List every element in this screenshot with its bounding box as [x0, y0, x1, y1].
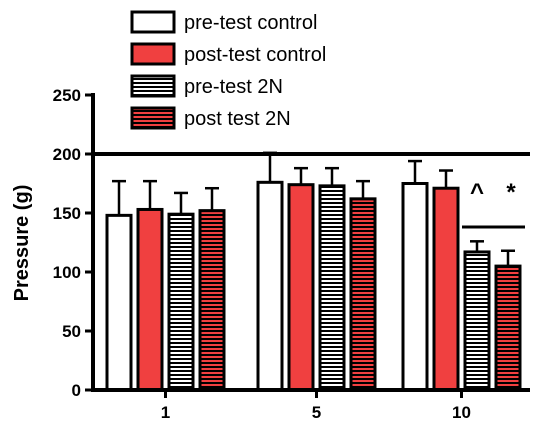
- y-tick-label: 0: [72, 381, 81, 400]
- x-tick-label: 10: [452, 403, 471, 422]
- y-tick-label: 200: [53, 145, 81, 164]
- legend-label: pre-test control: [184, 12, 317, 34]
- bar: [256, 180, 284, 392]
- legend-label: post-test control: [184, 44, 326, 66]
- y-tick-label: 250: [53, 86, 81, 105]
- legend-swatch: [130, 74, 176, 98]
- legend-swatch: [130, 106, 176, 130]
- y-tick-label: 100: [53, 263, 81, 282]
- y-tick-label: 50: [62, 322, 81, 341]
- significance-marker: *: [506, 179, 516, 206]
- plot-area: ^ *: [93, 151, 530, 392]
- legend-label: pre-test 2N: [184, 76, 283, 98]
- axes: 0 50 100 150 200 250 1 5 10: [53, 86, 530, 422]
- legend: pre-test control post-test control pre-tes…: [130, 10, 326, 130]
- bar: [349, 197, 377, 392]
- legend-swatch: [130, 42, 176, 66]
- bar: [287, 183, 315, 392]
- y-axis-label: Pressure (g): [11, 185, 33, 302]
- bar: [494, 264, 522, 392]
- bar: [167, 212, 195, 392]
- bar: [198, 209, 226, 392]
- x-tick-label: 5: [312, 403, 321, 422]
- y-tick-label: 150: [53, 204, 81, 223]
- legend-label: post test 2N: [184, 108, 291, 130]
- bar: [432, 186, 460, 392]
- bar: [105, 213, 133, 392]
- bar: [463, 250, 491, 392]
- bar: [136, 207, 164, 392]
- x-tick-label: 1: [161, 403, 170, 422]
- bar: [401, 182, 429, 392]
- legend-swatch: [130, 10, 176, 34]
- significance-marker: ^: [470, 179, 484, 206]
- bar: [318, 184, 346, 392]
